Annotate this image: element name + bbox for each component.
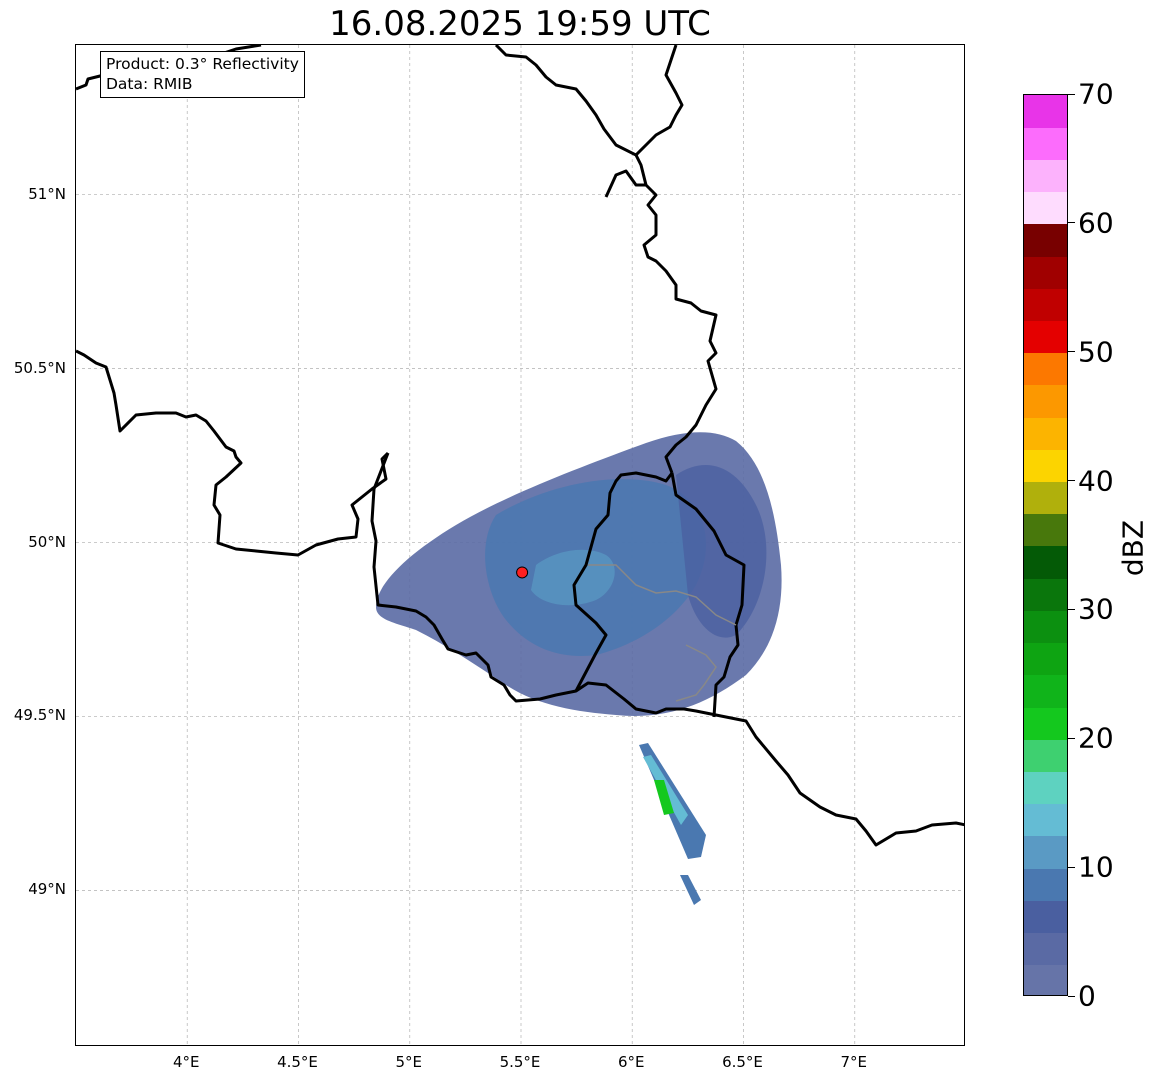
radar-map [75,44,965,1046]
colorbar-tick-label: 30 [1078,592,1114,626]
radar-echo-core [531,549,615,606]
colorbar-segment [1024,964,1067,995]
colorbar-segment [1024,835,1067,869]
colorbar-segment [1024,932,1067,966]
colorbar-segment [1024,384,1067,418]
colorbar-tick-label: 40 [1078,464,1114,498]
border-nl-de [634,45,684,157]
lon-label: 5.5°E [499,1053,541,1071]
colorbar-tick-label: 0 [1078,979,1096,1013]
map-title: 16.08.2025 19:59 UTC [329,4,711,44]
lat-label: 50°N [28,532,66,551]
lat-label: 49.5°N [13,706,66,725]
lon-label: 4.5°E [277,1053,318,1071]
colorbar-segment [1024,191,1067,225]
border-fr-be-south [370,452,964,847]
colorbar [1023,94,1068,996]
colorbar-unit-label: dBZ [1116,519,1150,577]
colorbar-segment [1024,642,1067,676]
lon-label: 6.5°E [722,1053,763,1071]
colorbar-tick-mark [1068,93,1075,95]
data-source-label: Data: RMIB [106,75,193,93]
border-be-nl-pocket [604,169,646,198]
radar-echo-ray-tail [680,875,701,905]
radar-map-canvas [76,45,964,1045]
border-lux-de [670,472,746,718]
product-label: Product: 0.3° Reflectivity [106,55,299,73]
colorbar-segment [1024,610,1067,644]
region-border-1 [588,564,737,626]
colorbar-segment [1024,95,1067,128]
lon-label: 6°E [617,1053,645,1071]
colorbar-segment [1024,449,1067,483]
regional-borders [588,564,737,702]
lon-label: 4°E [172,1053,200,1071]
lon-label: 7°E [840,1053,868,1071]
colorbar-segment [1024,803,1067,837]
colorbar-tick-mark [1068,995,1075,997]
colorbar-segment [1024,159,1067,193]
colorbar-segment [1024,417,1067,450]
lat-label: 49°N [28,880,66,899]
border-fr-be-west [76,349,390,557]
colorbar-segment [1024,513,1067,547]
product-info-box: Product: 0.3° Reflectivity Data: RMIB [100,51,305,98]
colorbar-tick-mark [1068,222,1075,224]
colorbar-tick-mark [1068,737,1075,739]
radar-echoes [376,432,782,905]
lat-label: 50.5°N [13,358,66,377]
lon-label: 5°E [395,1053,423,1071]
colorbar-segment [1024,256,1067,289]
colorbar-segment [1024,771,1067,805]
colorbar-segment [1024,127,1067,160]
colorbar-segment [1024,223,1067,257]
colorbar-segment [1024,900,1067,934]
radar-echo-ray-green [654,780,674,815]
border-de-east [494,45,718,474]
colorbar-tick-mark [1068,866,1075,868]
colorbar-segment [1024,288,1067,321]
colorbar-segment [1024,707,1067,740]
region-border-2 [675,644,717,702]
colorbar-tick-label: 20 [1078,721,1114,755]
colorbar-tick-label: 70 [1078,77,1114,111]
colorbar-tick-label: 10 [1078,850,1114,884]
colorbar-segment [1024,578,1067,611]
colorbar-tick-label: 60 [1078,206,1114,240]
lat-label: 51°N [28,184,66,203]
colorbar-segment [1024,352,1067,386]
colorbar-segment [1024,481,1067,515]
border-lux-west [572,471,674,692]
colorbar-tick-mark [1068,608,1075,610]
colorbar-tick-mark [1068,480,1075,482]
colorbar-tick-mark [1068,351,1075,353]
colorbar-segment [1024,674,1067,708]
colorbar-segment [1024,739,1067,772]
colorbar-segment [1024,320,1067,354]
colorbar-segment [1024,546,1067,579]
country-borders [76,45,964,847]
radar-site-marker [516,566,529,579]
colorbar-segment [1024,868,1067,901]
colorbar-tick-label: 50 [1078,335,1114,369]
